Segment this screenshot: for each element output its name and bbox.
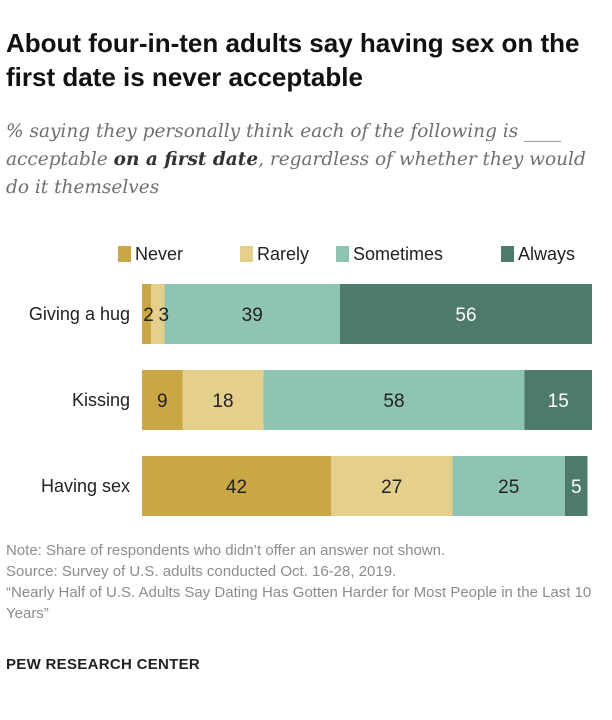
data-label-sometimes: 58: [383, 391, 404, 412]
bar-segment-always: [524, 370, 592, 430]
stacked-bar-chart: Never Rarely Sometimes Always Giving a hug 2…: [29, 244, 592, 516]
bar-segment-rarely: [182, 370, 264, 430]
data-label-sometimes: 25: [498, 477, 519, 498]
data-label-rarely: 3: [158, 305, 169, 326]
legend-swatch-always: [501, 246, 514, 262]
bar-row-kissing: Kissing 9 18 58 15: [72, 370, 592, 430]
subtitle-text: % saying they personally think each of t…: [6, 121, 562, 170]
chart-subtitle: % saying they personally think each of t…: [6, 118, 606, 202]
chart-bars: Giving a hug 2 3 39 56 Kissing 9 18 58 15 Having s…: [29, 284, 592, 516]
data-label-never: 2: [143, 305, 154, 326]
subtitle-emphasis: on a first date: [113, 149, 259, 170]
category-label: Giving a hug: [29, 304, 130, 324]
source-text: Source: Survey of U.S. adults conducted …: [6, 563, 397, 580]
chart-legend: Never Rarely Sometimes Always: [118, 244, 575, 264]
legend-item-sometimes: Sometimes: [336, 244, 443, 264]
note-text: Note: Share of respondents who didn’t of…: [6, 542, 446, 559]
bar-row-having-sex: Having sex 42 27 25 5: [41, 456, 588, 516]
chart-notes: Note: Share of respondents who didn’t of…: [6, 540, 606, 624]
category-label: Having sex: [41, 476, 130, 496]
legend-swatch-rarely: [240, 246, 253, 262]
data-label-always: 15: [548, 391, 569, 412]
bar-segment-always: [565, 456, 588, 516]
bar-segment-never: [142, 284, 151, 344]
legend-label-rarely: Rarely: [257, 244, 309, 264]
bar-segment-never: [142, 370, 183, 430]
bar-row-giving-a-hug: Giving a hug 2 3 39 56: [29, 284, 592, 344]
subtitle-text-end: , regardless of whether they would do it…: [6, 149, 586, 198]
brand-logo-text: PEW RESEARCH CENTER: [6, 656, 201, 673]
data-label-rarely: 18: [212, 391, 233, 412]
data-label-always: 56: [455, 305, 476, 326]
bar-segment-sometimes: [452, 456, 565, 516]
data-label-never: 42: [226, 477, 247, 498]
data-label-sometimes: 39: [242, 305, 263, 326]
legend-item-rarely: Rarely: [240, 244, 309, 264]
bar-segment-rarely: [151, 284, 165, 344]
legend-swatch-never: [118, 246, 131, 262]
bar-segment-rarely: [331, 456, 453, 516]
legend-item-never: Never: [118, 244, 183, 264]
category-label: Kissing: [72, 390, 130, 410]
legend-swatch-sometimes: [336, 246, 349, 262]
legend-item-always: Always: [501, 244, 575, 264]
data-label-rarely: 27: [381, 477, 402, 498]
bar-segment-never: [142, 456, 331, 516]
legend-label-always: Always: [518, 244, 575, 264]
bar-segment-sometimes: [164, 284, 340, 344]
bar-segment-always: [340, 284, 592, 344]
report-text: “Nearly Half of U.S. Adults Say Dating H…: [6, 584, 592, 622]
chart-title: About four-in-ten adults say having sex …: [6, 28, 580, 92]
legend-label-sometimes: Sometimes: [353, 244, 443, 264]
data-label-always: 5: [571, 477, 582, 498]
data-label-never: 9: [157, 391, 168, 412]
bar-segment-sometimes: [263, 370, 525, 430]
legend-label-never: Never: [135, 244, 183, 264]
